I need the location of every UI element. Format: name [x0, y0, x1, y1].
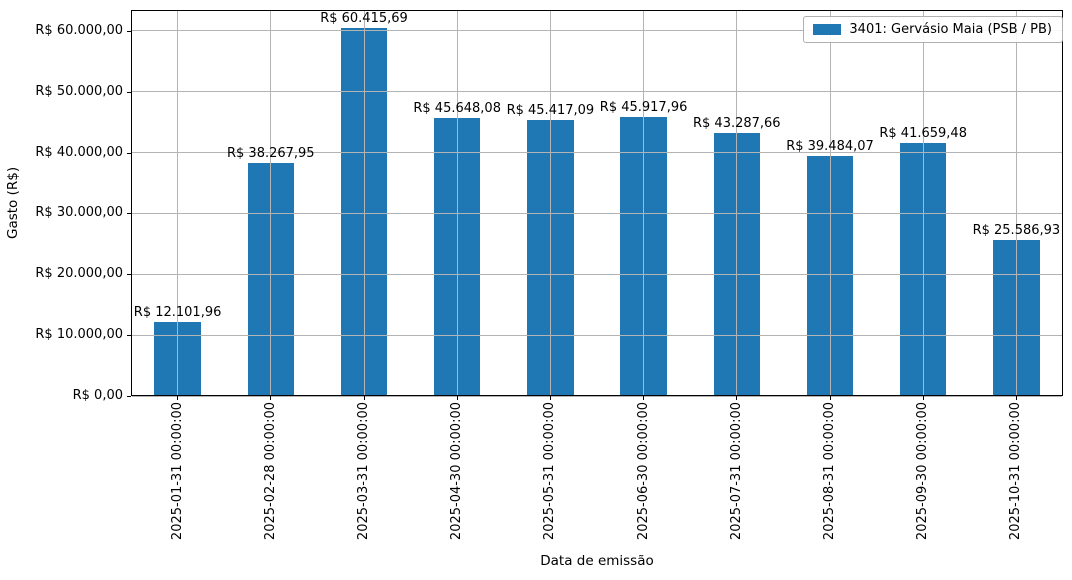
y-tick-mark [127, 396, 131, 397]
gridline-v [1015, 11, 1017, 395]
gridline-h [132, 395, 1062, 397]
plot-area [131, 10, 1063, 396]
x-tick-mark [829, 396, 831, 400]
gridline-v [736, 11, 738, 395]
bar-value-label: R$ 39.484,07 [786, 138, 874, 154]
gridline-h [132, 334, 1062, 336]
bar-value-label: R$ 43.287,66 [692, 115, 781, 131]
gridline-v [643, 11, 645, 395]
y-tick-label: R$ 50.000,00 [35, 83, 123, 99]
bar-value-label: R$ 38.267,95 [226, 146, 315, 162]
y-tick-mark [127, 152, 131, 154]
gridline-h [132, 30, 1062, 32]
x-tick-mark [736, 396, 738, 400]
y-tick-label: R$ 10.000,00 [35, 327, 123, 343]
gridline-h [132, 212, 1062, 214]
x-tick-label: 2025-01-31 00:00:00 [169, 402, 185, 541]
gridline-v [922, 11, 924, 395]
x-tick-mark [922, 396, 924, 400]
y-tick-mark [127, 335, 131, 337]
x-tick-mark [270, 396, 272, 400]
x-tick-label: 2025-02-28 00:00:00 [262, 402, 278, 541]
bar-value-label: R$ 45.417,09 [506, 102, 595, 118]
x-tick-label: 2025-07-31 00:00:00 [728, 402, 744, 541]
x-tick-mark [363, 396, 365, 400]
gridline-v [270, 11, 272, 395]
bar-value-label: R$ 41.659,48 [879, 125, 967, 141]
gridline-v [456, 11, 458, 395]
gridline-h [132, 273, 1062, 275]
gridline-h [132, 152, 1062, 154]
y-tick-mark [127, 30, 131, 32]
legend-label: 3401: Gervásio Maia (PSB / PB) [849, 22, 1052, 37]
legend-swatch [813, 24, 842, 35]
y-tick-label: R$ 30.000,00 [35, 205, 123, 221]
x-tick-mark [1015, 396, 1017, 400]
x-tick-mark [549, 396, 551, 400]
bar-value-label: R$ 45.917,96 [599, 99, 688, 115]
x-tick-label: 2025-05-31 00:00:00 [542, 402, 558, 541]
bar-value-label: R$ 60.415,69 [320, 11, 408, 27]
bar-value-label: R$ 45.648,08 [413, 101, 501, 117]
x-tick-label: 2025-08-31 00:00:00 [822, 402, 837, 541]
x-tick-mark [177, 396, 179, 400]
y-tick-mark [127, 91, 131, 93]
x-tick-mark [643, 396, 645, 400]
gridline-h [132, 91, 1062, 93]
x-tick-label: 2025-03-31 00:00:00 [356, 402, 371, 541]
x-tick-mark [456, 396, 458, 400]
gridline-v [829, 11, 831, 395]
x-tick-label: 2025-10-31 00:00:00 [1008, 402, 1024, 541]
y-tick-mark [127, 213, 131, 215]
y-tick-label: R$ 60.000,00 [35, 22, 123, 38]
y-tick-label: R$ 0,00 [72, 388, 123, 403]
x-tick-label: 2025-04-30 00:00:00 [449, 402, 465, 541]
bar-value-label: R$ 12.101,96 [133, 305, 222, 321]
y-tick-mark [127, 274, 131, 276]
y-tick-label: R$ 40.000,00 [35, 144, 123, 160]
x-tick-label: 2025-09-30 00:00:00 [915, 402, 931, 541]
gridline-v [363, 11, 365, 395]
y-tick-label: R$ 20.000,00 [35, 266, 123, 282]
legend: 3401: Gervásio Maia (PSB / PB) [803, 16, 1063, 43]
x-tick-label: 2025-06-30 00:00:00 [635, 402, 651, 541]
gridline-v [177, 11, 179, 395]
bar-value-label: R$ 25.586,93 [972, 223, 1061, 239]
gridline-v [549, 11, 551, 395]
x-axis-title: Data de emissão [540, 553, 654, 569]
